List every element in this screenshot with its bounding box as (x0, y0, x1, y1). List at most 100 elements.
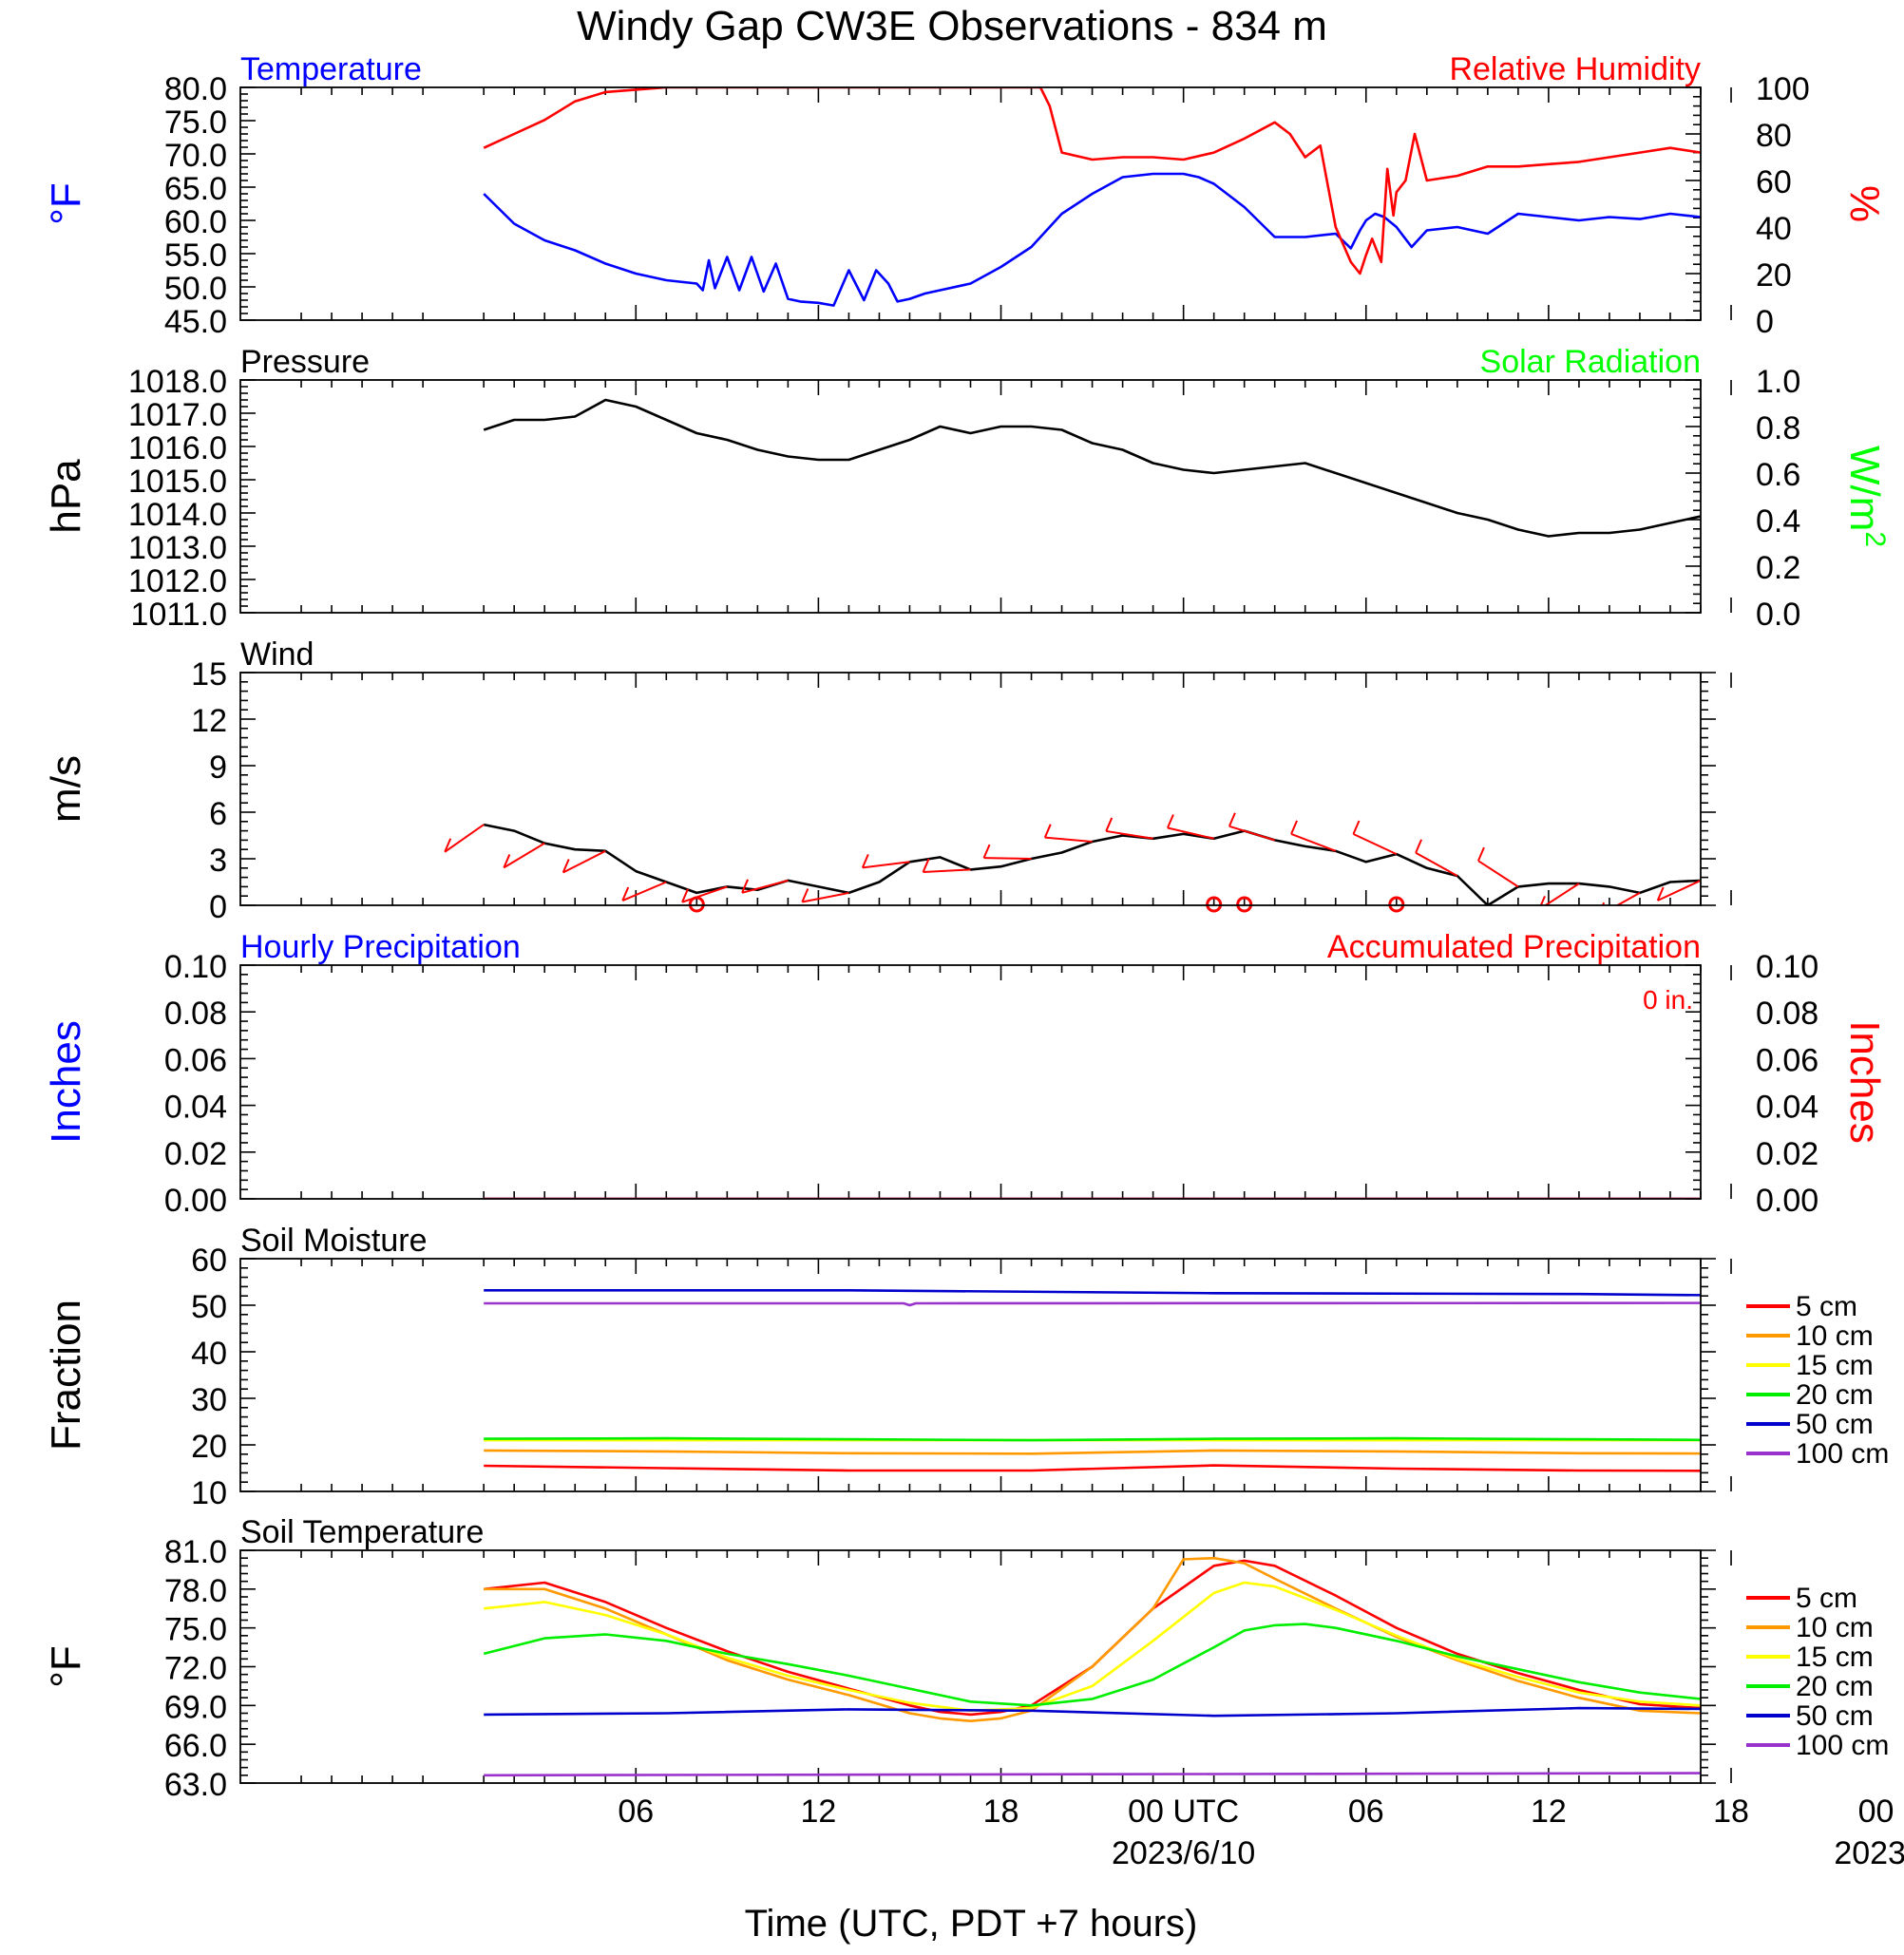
y-left-tick-label: 72.0 (164, 1651, 227, 1687)
y-left-tick-label: 10 (191, 1475, 227, 1511)
series-line-5 (484, 1772, 1701, 1777)
y-right-tick-label: 0.4 (1756, 503, 1800, 540)
series-line-0 (484, 1464, 1701, 1472)
panel-frame (239, 86, 1702, 321)
y-left-tick-label: 70.0 (164, 138, 227, 174)
series-line-0 (483, 398, 1701, 538)
wind-barb-flag (1290, 820, 1298, 835)
wind-barb-shaft (562, 849, 606, 874)
calm-wind-marker (1206, 896, 1223, 913)
y-left-tick-label: 75.0 (164, 1612, 227, 1648)
series-line-1 (483, 87, 1701, 275)
y-right-tick-label: 80 (1756, 118, 1792, 154)
y-left-tick-label: 81.0 (164, 1534, 227, 1570)
panel-soil_moisture: 60 50 40 30 20 10 Fraction Soil Moisture 5 cm10 … (43, 1223, 1889, 1511)
panel-soil_temperature: 81.078.075.072.069.066.063.0 °F Soil Tempe… (43, 1514, 1889, 1803)
wind-barb-shaft (621, 881, 667, 902)
wind-barb-shaft (503, 842, 545, 869)
y-right-tick-label: 100 (1756, 71, 1810, 107)
x-tick-label: 12 (1531, 1794, 1567, 1830)
calm-wind-marker (1388, 896, 1405, 913)
y-left-tick-label: 50.0 (164, 271, 227, 307)
legend-label: 50 cm (1796, 1700, 1874, 1732)
y-left-tick-label: 1015.0 (128, 464, 227, 500)
y-left-tick-label: 1016.0 (128, 430, 227, 466)
series-line-4 (484, 1289, 1701, 1297)
series-line-0 (484, 1559, 1701, 1717)
wind-barb-shaft (1353, 833, 1398, 856)
panel-frame (239, 964, 1702, 1200)
y-right-tick-label: 20 (1756, 257, 1792, 294)
y-left-tick-label: 3 (209, 843, 227, 879)
x-tick-label: 06 (618, 1794, 654, 1830)
wind-barb-flag (562, 859, 570, 873)
wind-barb-flag (681, 888, 689, 903)
y-left-axis-label: Fraction (43, 1300, 89, 1451)
wind-barb-flag (741, 879, 749, 894)
wind-barb-shaft (1167, 826, 1214, 840)
wind-barb-shaft (1044, 836, 1093, 844)
panel-pressure: 1018.01017.01016.01015.01014.01013.01012… (43, 344, 1891, 633)
wind-barb-flag (1897, 819, 1903, 832)
y-left-tick-label: 6 (209, 796, 227, 832)
time-axis: 06 12 18 00 UTC 2023/6/10 06 12 18 00 UTC 2023/06… (618, 1794, 1904, 1871)
y-left-tick-label: 50 (191, 1289, 227, 1325)
y-left-tick-label: 1014.0 (128, 497, 227, 533)
wind-barb-shaft (1837, 815, 1883, 826)
time-axis-label: Time (UTC, PDT +7 hours) (745, 1903, 1198, 1945)
wind-barb-shaft (1106, 829, 1153, 840)
wind-barb-shaft (444, 824, 485, 853)
y-left-axis-label: m/s (43, 755, 89, 823)
y-right-tick-label: 0.8 (1756, 410, 1800, 446)
x-tick-label: 06 (1348, 1794, 1384, 1830)
x-tick-label: 00 UTC (1858, 1794, 1904, 1830)
panel-precip: 0.10 0.08 0.06 0.04 0.02 0.00 0.10 0.08 0.06 0.04… (43, 929, 1888, 1219)
y-left-tick-label: 40 (191, 1336, 227, 1372)
legend-label: 5 cm (1796, 1583, 1857, 1614)
y-left-tick-label: 0.10 (164, 949, 227, 985)
series-line-0 (483, 172, 1701, 307)
y-left-tick-label: 0.08 (164, 996, 227, 1032)
y-left-tick-label: 12 (191, 703, 227, 739)
wind-barb-shaft (1477, 860, 1519, 888)
wind-barb-flag (1043, 824, 1052, 839)
x-date-label: 2023/6/10 (1112, 1835, 1255, 1871)
wind-barb-shaft (1657, 879, 1701, 902)
y-left-tick-label: 1017.0 (128, 397, 227, 433)
y-left-tick-label: 45.0 (164, 304, 227, 340)
y-right-tick-label: 1.0 (1756, 364, 1800, 400)
series-group (484, 1289, 1701, 1472)
precip-total-annotation: 0 in. (1643, 985, 1693, 1015)
wind-barb-flag (1167, 814, 1174, 828)
wind-barb-shaft (923, 868, 971, 874)
legend-label: 100 cm (1796, 1730, 1889, 1761)
wind-barb-flag (1656, 886, 1665, 902)
y-left-tick-label: 20 (191, 1429, 227, 1465)
series-line-1 (484, 1556, 1701, 1722)
y-left-tick-label: 66.0 (164, 1728, 227, 1764)
y-right-tick-label: 0 (1756, 304, 1774, 340)
y-left-tick-label: 0.06 (164, 1042, 227, 1078)
series-group (483, 87, 1701, 307)
y-right-tick-label: 40 (1756, 211, 1792, 247)
legend-label: 20 cm (1796, 1671, 1874, 1702)
wind-barb-flag (444, 838, 452, 853)
wind-barb-shaft (1717, 862, 1761, 879)
legend-label: 20 cm (1796, 1379, 1874, 1411)
legend-label: 50 cm (1796, 1409, 1874, 1440)
y-left-tick-label: 80.0 (164, 71, 227, 107)
y-left-tick-label: 1018.0 (128, 364, 227, 400)
y-right-axis-label: W/m2 (1841, 446, 1891, 547)
y-left-tick-label: 75.0 (164, 104, 227, 141)
panel-title-left: Soil Temperature (240, 1514, 484, 1550)
panel-title-right: Solar Radiation (1480, 344, 1701, 380)
panel-frame (239, 1258, 1702, 1492)
legend-label: 15 cm (1796, 1350, 1874, 1381)
y-right-tick-label: 0.08 (1756, 996, 1818, 1032)
y-left-tick-label: 1011.0 (131, 597, 227, 633)
y-right-axis-label-superscript: 2 (1859, 531, 1891, 547)
wind-barb-shaft (741, 879, 789, 894)
wind-barb-shaft (1290, 832, 1337, 852)
panel-title-left: Pressure (240, 344, 370, 380)
